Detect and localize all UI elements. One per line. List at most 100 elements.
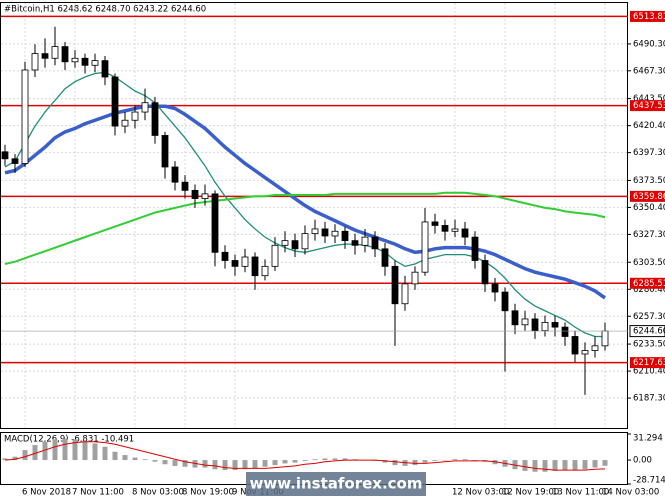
candle-body [431,221,439,226]
y-tick-label: 6210.40 [633,367,665,377]
macd-bar [522,460,528,471]
x-tick-label: 13 Nov 11:00 [552,488,609,498]
candle-body [271,244,279,267]
candle-body [461,228,469,238]
y-tick-label: 6257.30 [633,312,665,322]
candle-body [591,345,599,351]
candle-body [481,260,489,285]
candle-body [341,230,349,242]
macd-bar [82,440,88,461]
x-tick-label: 8 Nov 19:00 [182,488,234,498]
candle-body [51,46,59,59]
macd-bar [552,460,558,471]
candle-body [391,265,399,305]
candle-body [601,330,609,347]
candle-body [151,102,159,136]
y-tick-label: 6490.30 [633,39,665,49]
ma-line [4,104,607,300]
macd-bar [92,443,98,461]
y-tick-label: 6233.50 [633,340,665,350]
macd-label: MACD(12,26,9) -6.831 -10.491 [4,435,134,445]
macd-bar [582,460,588,470]
macd-bar [22,450,28,461]
macd-bar [42,441,48,461]
level-label-box [630,190,665,202]
candle-body [551,322,559,328]
y2-tick-label: 0.00 [633,456,652,466]
watermark-box [246,472,426,496]
candle-body [221,251,229,261]
level-label: 6359.86 [633,192,665,202]
macd-bar [222,460,228,471]
candle-body [31,53,39,71]
y-tick-label: 6397.30 [633,148,665,158]
current-price-label: 6244.60 [633,327,665,337]
macd-bar [342,458,348,461]
macd-bar [212,460,218,470]
candle-body [291,240,299,250]
candle-body [181,181,189,191]
candle-body [511,310,519,326]
y-tick-label: 6350.40 [633,203,665,213]
x-tick-label: 14 Nov 03:00 [602,488,659,498]
candle-body [581,350,589,355]
y2-tick-label: 31.294 [633,434,663,444]
candle-body [301,233,309,250]
y-tick-label: 6443.50 [633,94,665,104]
macd-bar [152,460,158,462]
candle-body [321,228,329,237]
candle-body [401,283,409,305]
candle-body [371,236,379,250]
macd-bar [232,460,238,471]
candle-body [71,57,79,63]
macd-bar [462,459,468,461]
candle-body [131,111,139,121]
level-label-box [630,100,665,112]
macd-bar [452,459,458,461]
level-label: 6437.53 [633,101,665,111]
candle-body [571,336,579,355]
macd-bar [102,446,108,461]
y-tick-label: 6467.30 [633,66,665,76]
candle-body [211,193,219,253]
candle-body [311,228,319,235]
candle-body [261,265,269,277]
macd-bar [182,460,188,467]
candle-body [521,318,529,326]
macd-bar [292,460,298,463]
candle-body [541,322,549,332]
current-price-box [629,325,665,338]
macd-bar [52,439,58,461]
level-label: 6285.51 [633,279,665,289]
macd-bar [32,445,38,461]
macd-bar [302,460,308,461]
candle-body [121,119,129,127]
macd-bar [272,460,278,466]
macd-bar [262,460,268,467]
macd-bar [132,457,138,461]
candle-body [441,225,449,232]
y-tick-label: 6280.40 [633,285,665,295]
macd-bar [422,460,428,463]
macd-bar [62,438,68,461]
level-label-box [630,357,665,369]
candle-body [191,189,199,199]
candle-body [411,271,419,285]
candle-body [501,291,509,312]
candle-body [491,283,499,293]
candle-body [351,240,359,246]
macd-bar [602,460,608,466]
chart-title: #Bitcoin,H1 6248.62 6248.70 6243.22 6244… [4,5,206,15]
y-tick-label: 6373.50 [633,176,665,186]
macd-bar [282,460,288,464]
candle-body [281,240,289,246]
candle-body [41,53,49,59]
macd-bar [112,451,118,461]
candle-body [561,326,569,337]
macd-bar [322,458,328,461]
macd-bar [332,458,338,461]
macd-bar [542,460,548,472]
macd-bar [592,460,598,468]
candle-body [231,260,239,267]
